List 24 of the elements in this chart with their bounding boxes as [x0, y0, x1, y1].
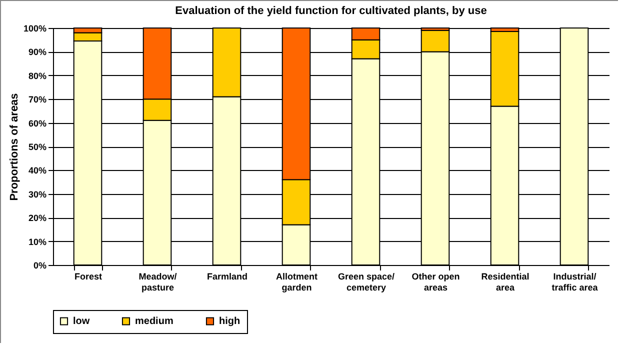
- y-tick-label: 50%: [28, 142, 46, 152]
- y-tick-label: 60%: [28, 118, 46, 128]
- x-tick-label: Forest: [74, 272, 102, 282]
- y-tick-label: 90%: [28, 47, 46, 58]
- x-tick-label: Allotment garden: [276, 272, 318, 292]
- y-tick-label: 10%: [28, 236, 46, 247]
- x-tick-label: Meadow/ pasture: [138, 272, 178, 292]
- y-tick-label: 100%: [23, 24, 46, 34]
- y-tick-label: 70%: [28, 94, 46, 105]
- legend-label: medium: [135, 316, 174, 328]
- legend-label: low: [73, 316, 90, 328]
- y-tick-label: 0%: [33, 260, 46, 270]
- y-tick-label: 80%: [28, 70, 46, 81]
- x-tick-label: Residential area: [481, 272, 530, 292]
- x-tick-label: Other open areas: [412, 272, 460, 292]
- x-tick-label: Industrial/ traffic area: [552, 272, 599, 292]
- y-axis-title: Proportions of areas: [8, 93, 20, 201]
- y-tick-label: 30%: [28, 189, 46, 200]
- legend-label: high: [219, 316, 240, 328]
- y-tick-label: 20%: [28, 213, 46, 224]
- chart-title: Evaluation of the yield function for cultivated plants, by use: [175, 5, 487, 17]
- x-tick-label: Green space/ cemetery: [338, 272, 396, 292]
- y-tick-label: 40%: [28, 166, 46, 176]
- x-tick-label: Farmland: [206, 272, 248, 282]
